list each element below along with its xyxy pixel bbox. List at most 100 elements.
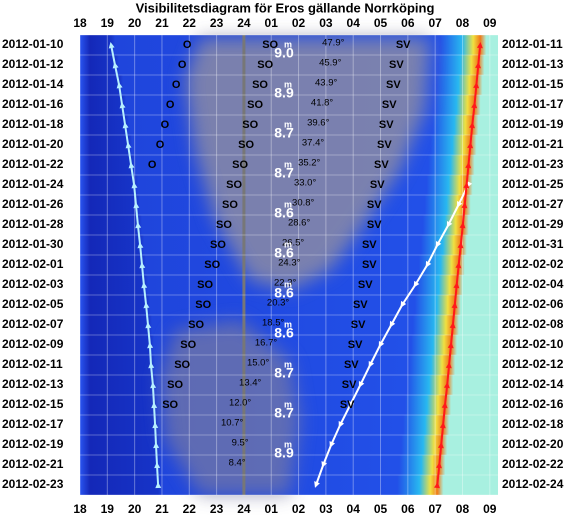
date-left: 2012-02-13 — [2, 377, 64, 391]
magnitude-label: 9.0 — [274, 45, 294, 61]
magnitude-unit: m — [284, 239, 292, 249]
x-tick-label: 06 — [401, 502, 415, 516]
date-left: 2012-02-23 — [2, 477, 64, 491]
x-tick-label: 06 — [401, 16, 415, 30]
altitude-label: 22.3° — [274, 278, 296, 289]
direction-label: SO — [188, 319, 204, 331]
direction-label: SO — [262, 39, 278, 51]
direction-label: SV — [340, 399, 355, 411]
direction-label: SV — [396, 39, 411, 51]
date-left: 2012-01-14 — [2, 77, 64, 91]
x-tick-label: 07 — [428, 16, 442, 30]
date-left: 2012-02-11 — [2, 357, 63, 371]
magnitude-label: 8.7 — [274, 125, 294, 141]
magnitude-label: 8.7 — [274, 165, 294, 181]
altitude-label: 37.4° — [302, 138, 324, 149]
direction-label: SV — [389, 59, 404, 71]
direction-label: SV — [362, 239, 377, 251]
x-tick-label: 19 — [101, 16, 115, 30]
date-left: 2012-01-10 — [2, 37, 64, 51]
direction-label: SV — [374, 159, 389, 171]
magnitude-label: 8.7 — [274, 365, 294, 381]
date-right: 2012-02-14 — [502, 377, 564, 391]
altitude-label: 13.4° — [239, 378, 261, 389]
magnitude-unit: m — [284, 319, 292, 329]
altitude-label: 33.0° — [294, 178, 316, 189]
direction-label: SV — [367, 199, 382, 211]
date-right: 2012-02-04 — [502, 277, 564, 291]
direction-label: SV — [382, 99, 397, 111]
magnitude-unit: m — [284, 399, 292, 409]
direction-label: SO — [167, 379, 183, 391]
date-right: 2012-02-16 — [502, 397, 564, 411]
direction-label: SV — [353, 299, 368, 311]
x-tick-label: 21 — [155, 502, 169, 516]
direction-label: SO — [232, 159, 248, 171]
x-tick-label: 02 — [292, 16, 306, 30]
x-tick-label: 04 — [347, 502, 361, 516]
x-tick-label: 23 — [210, 502, 224, 516]
altitude-label: 43.9° — [315, 78, 337, 89]
direction-label: O — [156, 139, 165, 151]
x-tick-label: 01 — [265, 502, 279, 516]
date-left: 2012-02-09 — [2, 337, 64, 351]
date-left: 2012-02-05 — [2, 297, 64, 311]
x-tick-label: 22 — [183, 16, 197, 30]
x-tick-label: 23 — [210, 16, 224, 30]
x-tick-label: 18 — [73, 16, 87, 30]
altitude-label: 10.7° — [221, 418, 243, 429]
date-right: 2012-01-31 — [502, 237, 564, 251]
magnitude-unit: m — [284, 159, 292, 169]
date-left: 2012-01-18 — [2, 117, 64, 131]
altitude-label: 45.9° — [319, 58, 341, 69]
altitude-label: 18.5° — [262, 318, 284, 329]
date-right: 2012-01-15 — [502, 77, 564, 91]
x-tick-label: 09 — [483, 16, 497, 30]
magnitude-unit: m — [284, 119, 292, 129]
date-right: 2012-01-27 — [502, 197, 564, 211]
altitude-label: 26.5° — [282, 238, 304, 249]
magnitude-label: 8.7 — [274, 405, 294, 421]
magnitude-label: 8.9 — [274, 85, 294, 101]
direction-label: SO — [242, 119, 258, 131]
date-right: 2012-02-24 — [502, 477, 564, 491]
x-tick-label: 03 — [319, 16, 333, 30]
altitude-label: 9.5° — [232, 438, 249, 449]
direction-label: SO — [197, 279, 213, 291]
chart-title: Visibilitetsdiagram för Eros gällande No… — [136, 0, 435, 15]
date-right: 2012-01-21 — [502, 137, 564, 151]
date-right: 2012-02-18 — [502, 417, 564, 431]
x-tick-label: 21 — [155, 16, 169, 30]
x-tick-label: 18 — [73, 502, 87, 516]
magnitude-label: 8.9 — [274, 445, 294, 461]
altitude-label: 28.6° — [288, 218, 310, 229]
altitude-label: 15.0° — [247, 358, 269, 369]
direction-label: SV — [367, 219, 382, 231]
direction-label: SO — [238, 139, 254, 151]
x-tick-label: 20 — [128, 502, 142, 516]
direction-label: O — [148, 159, 157, 171]
direction-label: SV — [362, 259, 377, 271]
direction-label: SV — [358, 279, 373, 291]
direction-label: SO — [226, 179, 242, 191]
magnitude-unit: m — [284, 439, 292, 449]
magnitude-unit: m — [284, 359, 292, 369]
magnitude-label: 8.6 — [274, 325, 294, 341]
date-right: 2012-02-06 — [502, 297, 564, 311]
date-left: 2012-01-30 — [2, 237, 64, 251]
date-left: 2012-02-21 — [2, 457, 64, 471]
magnitude-label: 8.6 — [274, 205, 294, 221]
x-tick-label: 08 — [456, 16, 470, 30]
direction-label: SO — [180, 339, 196, 351]
direction-label: O — [161, 119, 170, 131]
magnitude-label: 8.6 — [274, 285, 294, 301]
x-tick-label: 05 — [374, 502, 388, 516]
direction-label: SO — [174, 359, 190, 371]
altitude-label: 35.2° — [298, 158, 320, 169]
date-left: 2012-01-24 — [2, 177, 64, 191]
date-right: 2012-01-11 — [502, 37, 563, 51]
magnitude-label: 8.6 — [274, 245, 294, 261]
magnitude-unit: m — [284, 279, 292, 289]
direction-label: O — [183, 39, 192, 51]
